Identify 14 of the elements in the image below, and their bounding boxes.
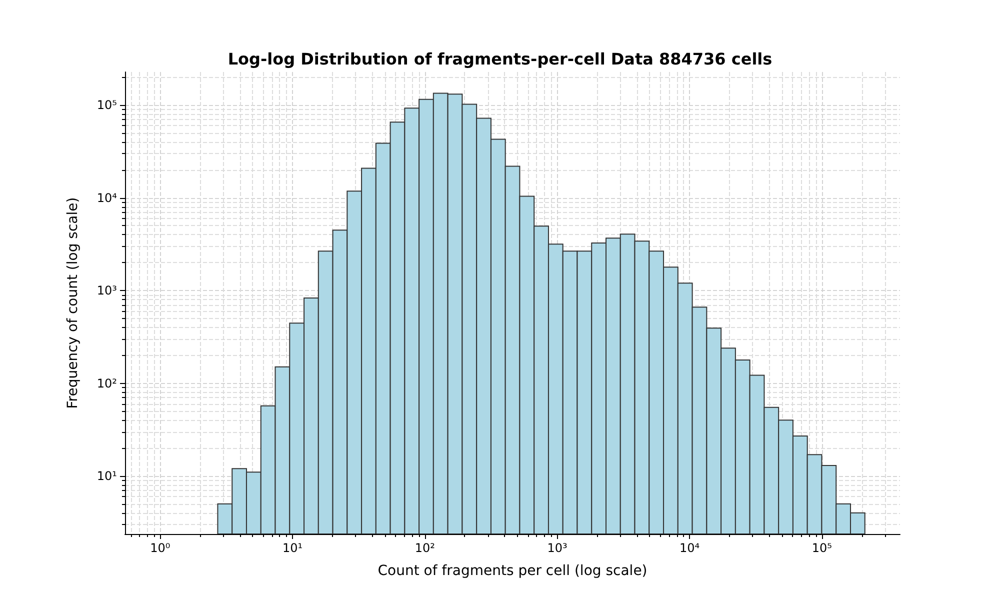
chart-title: Log-log Distribution of fragments-per-cell Data 884736 cells <box>228 50 772 68</box>
y-tick-label: 10¹ <box>96 469 118 484</box>
y-tick-label: 10⁵ <box>96 98 118 112</box>
y-tick-label: 10³ <box>96 284 118 298</box>
y-tick-label: 10⁴ <box>96 190 118 205</box>
x-axis-title: Count of fragments per cell (log scale) <box>378 563 648 579</box>
x-tick-label: 10³ <box>547 541 568 555</box>
x-tick-label: 10¹ <box>282 541 303 555</box>
y-axis-title: Frequency of count (log scale) <box>65 197 81 409</box>
x-tick-label: 10² <box>414 541 436 555</box>
x-tick-label: 10⁰ <box>150 541 170 555</box>
y-tick-label: 10² <box>96 376 118 390</box>
x-tick-label: 10⁴ <box>680 541 700 555</box>
x-tick-label: 10⁵ <box>812 541 832 555</box>
